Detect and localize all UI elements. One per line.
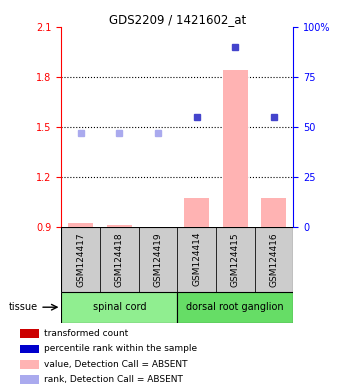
- Text: GSM124419: GSM124419: [153, 232, 163, 286]
- Text: dorsal root ganglion: dorsal root ganglion: [187, 302, 284, 312]
- Text: GSM124416: GSM124416: [269, 232, 279, 286]
- Bar: [184, 198, 209, 227]
- Bar: [61, 292, 177, 323]
- Text: tissue: tissue: [9, 302, 38, 312]
- Bar: [20, 345, 39, 353]
- Bar: [68, 223, 93, 227]
- Text: GSM124415: GSM124415: [231, 232, 240, 286]
- Text: GSM124414: GSM124414: [192, 232, 201, 286]
- Bar: [261, 198, 286, 227]
- Text: spinal cord: spinal cord: [93, 302, 146, 312]
- Text: transformed count: transformed count: [44, 329, 129, 338]
- Bar: [139, 227, 177, 292]
- Text: GSM124417: GSM124417: [76, 232, 85, 286]
- Bar: [107, 225, 132, 227]
- Bar: [177, 292, 293, 323]
- Bar: [255, 227, 293, 292]
- Bar: [20, 376, 39, 384]
- Bar: [177, 227, 216, 292]
- Bar: [216, 227, 255, 292]
- Bar: [61, 227, 100, 292]
- Bar: [100, 227, 139, 292]
- Title: GDS2209 / 1421602_at: GDS2209 / 1421602_at: [109, 13, 246, 26]
- Bar: [20, 360, 39, 369]
- Text: rank, Detection Call = ABSENT: rank, Detection Call = ABSENT: [44, 375, 183, 384]
- Text: GSM124418: GSM124418: [115, 232, 124, 286]
- Bar: [20, 329, 39, 338]
- Bar: [223, 70, 248, 227]
- Text: percentile rank within the sample: percentile rank within the sample: [44, 344, 197, 354]
- Text: value, Detection Call = ABSENT: value, Detection Call = ABSENT: [44, 360, 188, 369]
